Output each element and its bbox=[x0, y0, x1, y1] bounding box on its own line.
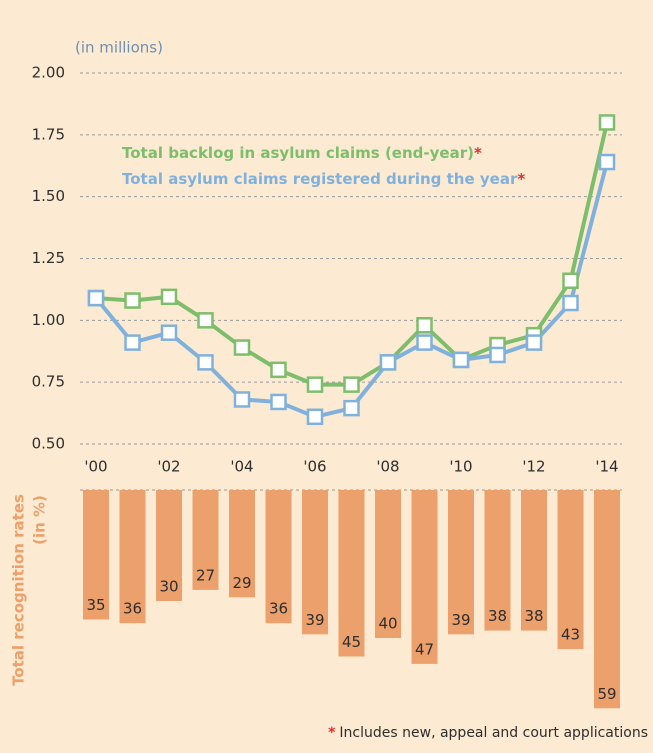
y-tick-label: 0.50 bbox=[32, 435, 65, 453]
x-tick-label: '14 bbox=[595, 458, 618, 476]
y-tick-label: 1.50 bbox=[32, 187, 65, 205]
bar bbox=[156, 490, 182, 601]
point-marker bbox=[124, 292, 141, 309]
point-marker bbox=[87, 289, 105, 307]
y-axis-label: Total recognition rates bbox=[10, 494, 28, 686]
point-marker bbox=[416, 334, 433, 351]
bar bbox=[375, 490, 401, 638]
point-marker bbox=[416, 317, 433, 334]
point-marker bbox=[160, 288, 178, 306]
point-marker bbox=[343, 376, 360, 393]
x-tick-label: '12 bbox=[522, 458, 545, 476]
point-marker bbox=[197, 312, 214, 329]
bar bbox=[521, 490, 547, 631]
bar-label: 43 bbox=[561, 626, 580, 644]
bar bbox=[302, 490, 328, 635]
bar bbox=[119, 490, 146, 624]
legend-entry: Total asylum claims registered during th… bbox=[122, 170, 525, 188]
bar bbox=[448, 490, 474, 635]
point-marker bbox=[233, 339, 251, 356]
y-tick-label: 1.00 bbox=[32, 311, 65, 329]
bar-label: 30 bbox=[159, 578, 178, 596]
bar-label: 47 bbox=[415, 640, 434, 658]
bar-label: 38 bbox=[524, 607, 543, 625]
legend-asterisk: * bbox=[517, 170, 525, 188]
bar-label: 45 bbox=[342, 633, 361, 651]
legend-asterisk: * bbox=[474, 144, 482, 162]
y-tick-label: 1.75 bbox=[32, 125, 65, 143]
y-tick-label: 2.00 bbox=[32, 64, 65, 82]
bar bbox=[192, 490, 219, 590]
point-marker bbox=[489, 346, 506, 364]
point-marker bbox=[343, 399, 360, 417]
x-tick-label: '04 bbox=[230, 458, 253, 476]
point-marker bbox=[306, 376, 324, 393]
point-marker bbox=[124, 334, 141, 351]
point-marker bbox=[598, 114, 616, 131]
point-marker bbox=[197, 354, 214, 371]
x-tick-label: '10 bbox=[449, 458, 472, 476]
legend-text: Total backlog in asylum claims (end-year… bbox=[122, 144, 474, 162]
bar bbox=[338, 490, 365, 657]
bar bbox=[229, 490, 255, 598]
footnote-text: Includes new, appeal and court applicati… bbox=[339, 725, 648, 741]
footnote-asterisk: * bbox=[328, 725, 336, 741]
y-axis-label: (in %) bbox=[31, 495, 49, 545]
bar-label: 36 bbox=[123, 600, 142, 618]
y-tick-label: 0.75 bbox=[32, 373, 65, 391]
x-tick-label: '00 bbox=[84, 458, 107, 476]
x-tick-label: '02 bbox=[157, 458, 180, 476]
point-marker bbox=[160, 324, 178, 341]
bar-label: 39 bbox=[451, 611, 470, 629]
bar-label: 35 bbox=[86, 596, 105, 614]
bar-label: 29 bbox=[232, 574, 251, 592]
point-marker bbox=[379, 354, 397, 371]
point-marker bbox=[233, 391, 251, 408]
bar-label: 40 bbox=[378, 615, 397, 633]
bar-label: 59 bbox=[597, 685, 616, 703]
unit-label: (in millions) bbox=[75, 39, 163, 57]
point-marker bbox=[562, 272, 579, 290]
bar-label: 39 bbox=[305, 611, 324, 629]
point-marker bbox=[452, 351, 470, 369]
bar bbox=[83, 490, 109, 620]
point-marker bbox=[562, 294, 579, 312]
point-marker bbox=[270, 361, 287, 379]
bar-label: 36 bbox=[269, 600, 288, 618]
footnote: * Includes new, appeal and court applicat… bbox=[328, 725, 648, 741]
bar bbox=[265, 490, 292, 624]
x-tick-label: '08 bbox=[376, 458, 399, 476]
point-marker bbox=[525, 334, 543, 351]
bar-label: 38 bbox=[488, 607, 507, 625]
point-marker bbox=[306, 408, 324, 426]
bar bbox=[557, 490, 584, 650]
point-marker bbox=[598, 153, 616, 171]
bar-label: 27 bbox=[196, 566, 215, 584]
bar bbox=[484, 490, 511, 631]
x-tick-label: '06 bbox=[303, 458, 326, 476]
point-marker bbox=[270, 393, 287, 411]
bar bbox=[594, 490, 620, 709]
legend-text: Total asylum claims registered during th… bbox=[122, 170, 518, 188]
y-tick-label: 1.25 bbox=[32, 249, 65, 267]
legend-entry: Total backlog in asylum claims (end-year… bbox=[122, 144, 482, 162]
bar bbox=[411, 490, 438, 664]
